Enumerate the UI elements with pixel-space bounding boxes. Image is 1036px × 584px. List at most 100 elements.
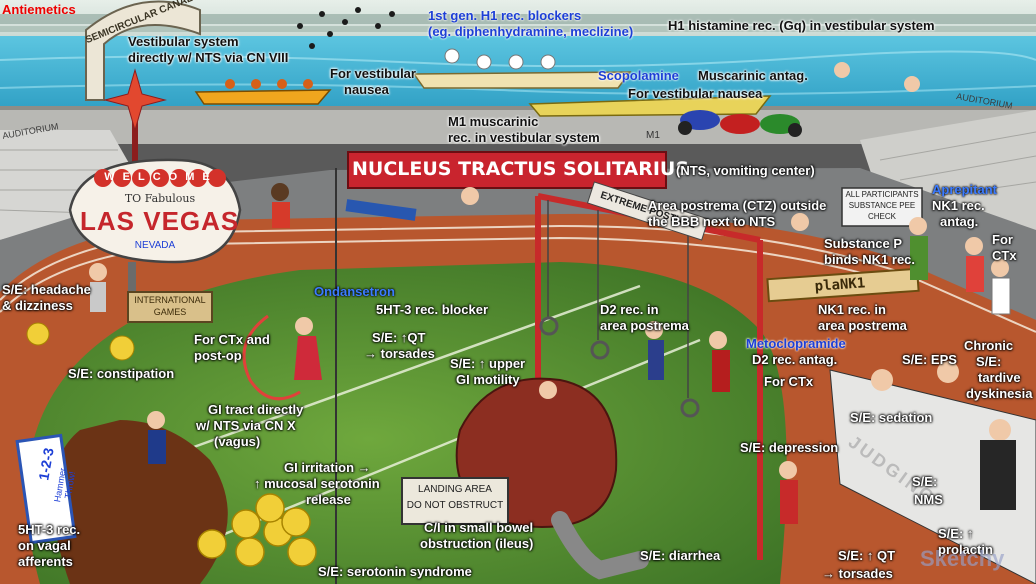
star-ornament: [103, 68, 167, 132]
welcome-bulbs: [94, 169, 226, 187]
label-5ht3-vagal-2: on vagal: [18, 538, 71, 553]
label-ci-1: C/I in small bowel: [424, 520, 534, 535]
label-gi-irritation-2: ↑ mucosal serotonin: [254, 476, 380, 491]
label-for-ctx-right-1: For: [992, 232, 1013, 247]
label-gi-irritation-3: release: [306, 492, 351, 507]
label-nts-note: (NTS, vomiting center): [676, 163, 815, 178]
label-gi-tract-1: GI tract directly: [208, 402, 304, 417]
label-for-vest-2: nausea: [344, 82, 389, 97]
constipation-smiley: [109, 335, 135, 361]
label-5ht3-vagal-1: 5HT-3 rec.: [18, 522, 81, 537]
label-chronic-4: dyskinesia: [966, 386, 1033, 401]
pee-check-text-3: CHECK: [867, 212, 896, 221]
label-se-eps: S/E: EPS: [902, 352, 957, 367]
label-d2-ap-1: D2 rec. in: [600, 302, 659, 317]
intestine-pipe: [551, 511, 649, 580]
motorcycles: [678, 110, 802, 137]
label-se-qt-1: S/E: ↑QT: [372, 330, 426, 345]
label-nk1-antag-2: antag.: [940, 214, 979, 229]
label-d2-antag: D2 rec. antag.: [752, 352, 838, 367]
judging-table: [829, 369, 1036, 584]
label-gi-tract-3: (vagus): [214, 434, 261, 449]
headache-smiley: [26, 322, 50, 346]
label-muscarinic: Muscarinic antag.: [698, 68, 808, 83]
drug-scopolamine: Scopolamine: [598, 68, 679, 83]
nts-banner-text: NUCLEUS TRACTUS SOLITARIUS: [352, 158, 690, 180]
label-se-depression: S/E: depression: [740, 440, 839, 455]
label-se-upper-gi-2: GI motility: [456, 372, 520, 387]
label-gi-tract-2: w/ NTS via CN X: [196, 418, 296, 433]
label-5ht3-blocker: 5HT-3 rec. blocker: [376, 302, 488, 317]
hammer-throw-sign: [15, 433, 77, 545]
extreme-posture-sign: [586, 181, 710, 241]
serotonin-smileys: [197, 493, 317, 567]
label-se-headache-1: S/E: headache: [2, 282, 91, 297]
label-se-nms-1: S/E:: [912, 474, 938, 489]
rowing-boat-large: [412, 48, 632, 89]
las-vegas-text: LAS VEGAS: [80, 206, 240, 236]
pee-check-sign: [841, 187, 923, 227]
drug-metoclopramide: Metoclopramide: [746, 336, 846, 351]
pee-check-text-2: SUBSTANCE PEE: [848, 201, 916, 210]
label-se-nms-2: NMS: [914, 492, 943, 507]
label-for-ctx-right-2: CTx: [992, 248, 1017, 263]
scopolamine-boat: [528, 95, 772, 117]
label-m1-1: M1 muscarinic: [448, 114, 539, 129]
label-se-headache-2: & dizziness: [2, 298, 73, 313]
label-for-vest-1: For vestibular: [330, 66, 416, 81]
label-m1-2: rec. in vestibular system: [448, 130, 600, 145]
label-se-prolactin-2: prolactin: [938, 542, 993, 557]
nevada-text: NEVADA: [134, 240, 176, 251]
drug-aprepitant: Aprepitant: [932, 182, 997, 197]
drug-h1-blockers-1: 1st gen. H1 rec. blockers: [428, 8, 582, 23]
label-substance-p-2: binds NK1 rec.: [824, 252, 916, 267]
hammer-thrower-cloak: [52, 420, 228, 584]
label-vestibular-1: Vestibular system: [128, 34, 239, 49]
label-chronic-1: Chronic: [964, 338, 1014, 353]
label-ci-2: obstruction (ileus): [420, 536, 534, 551]
label-d2-ap-2: area postrema: [600, 318, 689, 333]
drug-ondansetron: Ondansetron: [314, 284, 395, 299]
judges: [871, 361, 1016, 510]
welcome-text: WELCOME: [104, 171, 218, 183]
label-ctx-postop-1: For CTx and: [194, 332, 270, 347]
label-chronic-2: S/E:: [976, 354, 1002, 369]
international-games-sign: [127, 291, 213, 323]
landing-sign-text-2: DO NOT OBSTRUCT: [406, 500, 504, 511]
label-se-qt2-2: → torsades: [822, 566, 893, 581]
label-ctx-postop-2: post-op: [194, 348, 242, 363]
boat-number: M1: [646, 130, 660, 141]
label-ctz-2: the BBB next to NTS: [648, 214, 776, 229]
label-substance-p-1: Substance P: [824, 236, 903, 251]
label-se-qt2-1: S/E: ↑ QT: [838, 548, 896, 563]
label-se-constipation: S/E: constipation: [68, 366, 175, 381]
label-5ht3-vagal-3: afferents: [18, 554, 73, 569]
intl-games-text-2: GAMES: [153, 307, 187, 317]
canal-arch: [85, 0, 201, 101]
athletes: [89, 62, 1011, 524]
stands-left: [0, 130, 150, 240]
label-se-prolactin-1: S/E: ↑: [938, 526, 974, 541]
label-se-upper-gi-1: S/E: ↑ upper: [450, 356, 526, 371]
label-se-diarrhea: S/E: diarrhea: [640, 548, 721, 563]
label-for-vest-nausea: For vestibular nausea: [628, 86, 763, 101]
label-nk1-ap-2: area postrema: [818, 318, 907, 333]
landing-sign-text-1: LANDING AREA: [418, 484, 492, 495]
crowd: [0, 14, 1036, 32]
landing-area-sign: [401, 477, 509, 525]
drug-h1-blockers-2: (eg. diphenhydramine, meclizine): [428, 24, 634, 39]
label-se-sedation: S/E: sedation: [850, 410, 933, 425]
label-vestibular-2: directly w/ NTS via CN VIII: [128, 50, 289, 65]
to-fabulous-text: TO Fabulous: [124, 192, 196, 205]
pee-check-text-1: ALL PARTICIPANTS: [845, 190, 919, 199]
label-nk1-ap-1: NK1 rec. in: [818, 302, 886, 317]
bee-swarm: [297, 7, 395, 49]
page-title: Antiemetics: [2, 2, 76, 17]
label-for-ctx-meto: For CTx: [764, 374, 814, 389]
rowing-boat-small: [194, 79, 332, 105]
label-nk1-antag-1: NK1 rec.: [932, 198, 985, 213]
label-gi-irritation-1: GI irritation →: [284, 460, 371, 475]
nts-banner: [347, 151, 667, 189]
